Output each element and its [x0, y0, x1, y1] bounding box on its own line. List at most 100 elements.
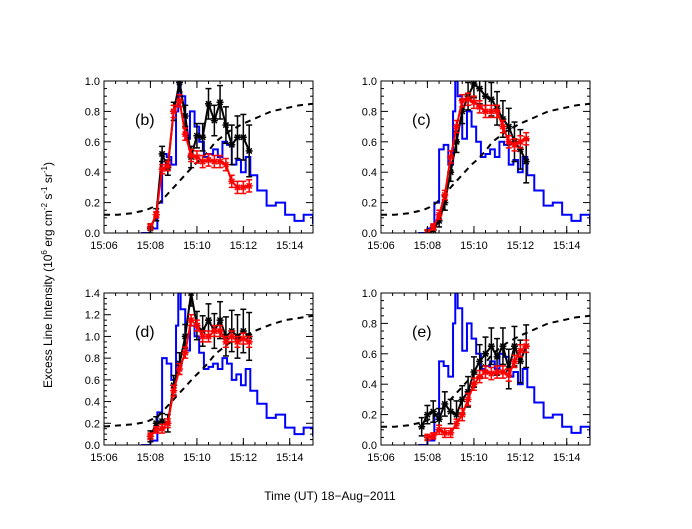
black-series-point — [158, 150, 166, 158]
black-series-point — [152, 419, 160, 427]
x-tick-label: 15:12 — [230, 240, 258, 252]
y-tick-label: 0.0 — [85, 228, 100, 240]
red-series-point — [239, 335, 247, 343]
plot-area — [104, 81, 313, 233]
blue-lightcurve — [141, 293, 313, 445]
red-series-point — [458, 97, 466, 105]
dashed-curve — [104, 102, 313, 216]
black-series-point — [216, 98, 224, 106]
red-series-point — [193, 322, 201, 330]
black-series-point — [199, 133, 207, 141]
x-tick-label: 15:10 — [460, 240, 488, 252]
red-series-point — [222, 161, 230, 169]
panel-label: (e) — [412, 324, 432, 341]
blue-lightcurve — [418, 293, 590, 445]
black-series-point — [493, 353, 501, 361]
panel-label: (d) — [135, 324, 155, 341]
red-series-point — [499, 123, 507, 131]
y-tick-label: 1.0 — [85, 331, 100, 343]
x-tick-label: 15:10 — [183, 452, 211, 464]
red-series-point — [187, 316, 195, 324]
x-tick-label: 15:14 — [553, 452, 581, 464]
plot-area — [381, 293, 590, 445]
red-series-point — [158, 425, 166, 433]
x-tick-label: 15:06 — [90, 240, 118, 252]
red-series-point — [181, 349, 189, 357]
blue-lightcurve — [141, 81, 313, 233]
red-series-point — [158, 165, 166, 173]
black-series-point — [505, 123, 513, 131]
panel-b: 0.0 0.2 0.4 0.6 0.8 1.0 15:06 15:08 15:10 15:12 15… — [85, 76, 314, 252]
black-series-point — [476, 357, 484, 365]
black-series-point — [245, 147, 253, 155]
y-tick-label: 0.4 — [85, 397, 100, 409]
red-series-point — [245, 338, 253, 346]
red-series-point — [176, 97, 184, 105]
black-series-point — [470, 368, 478, 376]
red-series-point — [482, 368, 489, 376]
red-series-point — [441, 429, 449, 437]
red-series-point — [233, 183, 241, 191]
panels: 0.0 0.2 0.4 0.6 0.8 1.0 15:06 15:08 15:10 15:12 15… — [85, 76, 591, 464]
x-tick-label: 15:08 — [414, 452, 442, 464]
red-series-point — [245, 182, 253, 190]
y-tick-label: 1.2 — [85, 310, 100, 322]
red-series-point — [487, 107, 495, 115]
red-series-point — [482, 107, 489, 115]
red-series-point — [441, 191, 449, 199]
red-series-point — [205, 332, 212, 340]
black-series-errorbar — [188, 293, 195, 307]
red-series-point — [458, 411, 466, 419]
panel-label: (c) — [412, 112, 431, 129]
y-tick-label: 0.0 — [85, 440, 100, 452]
red-series-point — [435, 211, 443, 219]
y-tick-label: 0.2 — [85, 418, 100, 430]
y-tick-label: 0.2 — [362, 410, 377, 422]
x-tick-label: 15:08 — [414, 240, 442, 252]
red-series-point — [228, 177, 236, 185]
red-series-point — [181, 130, 189, 138]
y-tick-label: 1.0 — [85, 76, 100, 88]
black-series-point — [522, 158, 530, 166]
plot-area — [381, 81, 590, 233]
y-tick-label: 0.0 — [362, 440, 377, 452]
red-series-point — [429, 223, 437, 231]
black-series-point — [516, 357, 524, 365]
red-series-point — [447, 429, 455, 437]
red-series-point — [176, 365, 184, 373]
black-series-point — [499, 342, 507, 350]
red-series-point — [493, 107, 501, 115]
red-series-point — [470, 98, 478, 106]
black-series-point — [233, 133, 241, 141]
black-series-point — [487, 95, 495, 103]
red-series-point — [187, 151, 195, 159]
red-series-point — [205, 156, 212, 164]
black-series-point — [487, 342, 495, 350]
red-series-point — [464, 395, 472, 403]
y-tick-label: 1.0 — [362, 288, 377, 300]
black-series-point — [176, 81, 184, 87]
x-tick-label: 15:06 — [367, 452, 395, 464]
x-tick-label: 15:14 — [276, 452, 304, 464]
red-series-point — [429, 432, 437, 440]
black-series-point — [158, 417, 166, 425]
red-series-point — [170, 387, 178, 395]
x-tick-label: 15:14 — [553, 240, 581, 252]
red-series-point — [193, 153, 201, 161]
red-series-point — [516, 138, 524, 146]
black-series-point — [447, 408, 455, 416]
blue-lightcurve — [418, 81, 590, 233]
y-tick-label: 0.0 — [362, 228, 377, 240]
x-tick-label: 15:10 — [183, 240, 211, 252]
red-series-point — [453, 420, 461, 428]
y-tick-label: 0.6 — [362, 349, 377, 361]
x-axis-label: Time (UT) 18−Aug−2011 — [264, 489, 396, 503]
black-series-point — [193, 132, 201, 140]
red-series-point — [476, 373, 484, 381]
y-tick-label: 0.4 — [85, 167, 100, 179]
black-series-point — [205, 100, 212, 108]
black-series-point — [435, 415, 443, 423]
black-series-point — [458, 395, 466, 403]
x-tick-label: 15:12 — [507, 452, 535, 464]
